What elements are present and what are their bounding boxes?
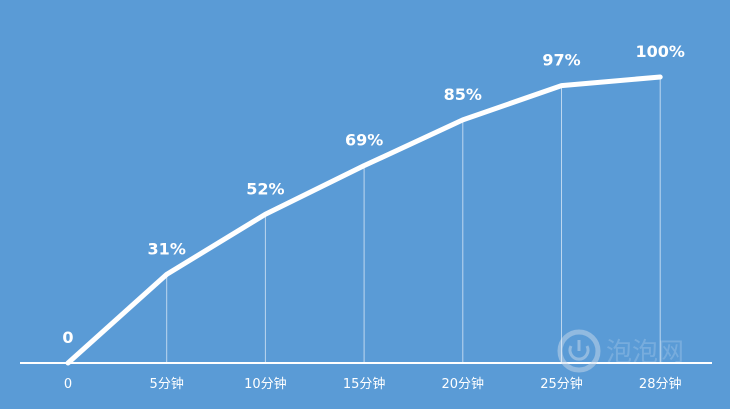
x-tick-label: 20分钟: [442, 376, 485, 392]
value-label: 97%: [542, 51, 580, 70]
value-label: 31%: [148, 239, 186, 258]
x-tick-label: 25分钟: [540, 376, 583, 392]
watermark-icon: [557, 329, 601, 373]
value-label: 0: [62, 328, 73, 347]
x-tick-label: 15分钟: [343, 376, 386, 392]
x-tick-label: 28分钟: [639, 376, 682, 392]
value-label: 85%: [444, 85, 482, 104]
value-label: 100%: [635, 42, 684, 61]
watermark-text: 泡泡网: [606, 338, 684, 368]
x-tick-label: 10分钟: [244, 376, 287, 392]
x-tick-label: 5分钟: [150, 376, 184, 392]
x-tick-label: 0: [64, 377, 72, 392]
watermark-icon: [568, 340, 590, 361]
value-label: 52%: [246, 179, 284, 198]
line: [65, 74, 663, 366]
value-label: 69%: [345, 131, 383, 150]
watermark: 泡泡网: [557, 329, 684, 373]
